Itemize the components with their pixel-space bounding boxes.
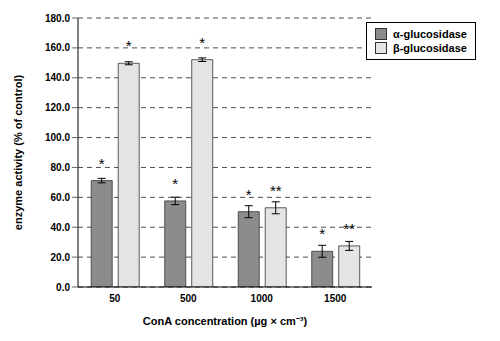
- svg-text:40.0: 40.0: [51, 222, 71, 233]
- svg-text:180.0: 180.0: [45, 13, 70, 24]
- svg-text:100.0: 100.0: [45, 132, 70, 143]
- svg-text:60.0: 60.0: [51, 192, 71, 203]
- svg-text:**: **: [270, 182, 282, 199]
- svg-text:160.0: 160.0: [45, 42, 70, 53]
- svg-text:20.0: 20.0: [51, 252, 71, 263]
- svg-text:50: 50: [109, 293, 121, 304]
- svg-text:*: *: [319, 225, 325, 242]
- svg-text:*: *: [126, 37, 132, 54]
- html-text:β-glucosidase: β-glucosidase: [393, 42, 467, 54]
- html-text:α-glucosidase: α-glucosidase: [393, 28, 467, 40]
- svg-text:*: *: [99, 155, 105, 172]
- svg-text:120.0: 120.0: [45, 102, 70, 113]
- svg-text:0.0: 0.0: [56, 282, 70, 293]
- svg-text:500: 500: [180, 293, 197, 304]
- svg-text:ConA concentration (µg × cm⁻³): ConA concentration (µg × cm⁻³): [143, 315, 308, 327]
- svg-text:1000: 1000: [251, 293, 274, 304]
- svg-text:1500: 1500: [324, 293, 347, 304]
- svg-text:80.0: 80.0: [51, 162, 71, 173]
- svg-text:140.0: 140.0: [45, 72, 70, 83]
- svg-text:**: **: [343, 220, 355, 237]
- svg-text:*: *: [172, 175, 178, 192]
- svg-text:*: *: [246, 186, 252, 203]
- svg-text:enzyme activity (% of control): enzyme activity (% of control): [12, 75, 24, 231]
- svg-text:*: *: [199, 34, 205, 51]
